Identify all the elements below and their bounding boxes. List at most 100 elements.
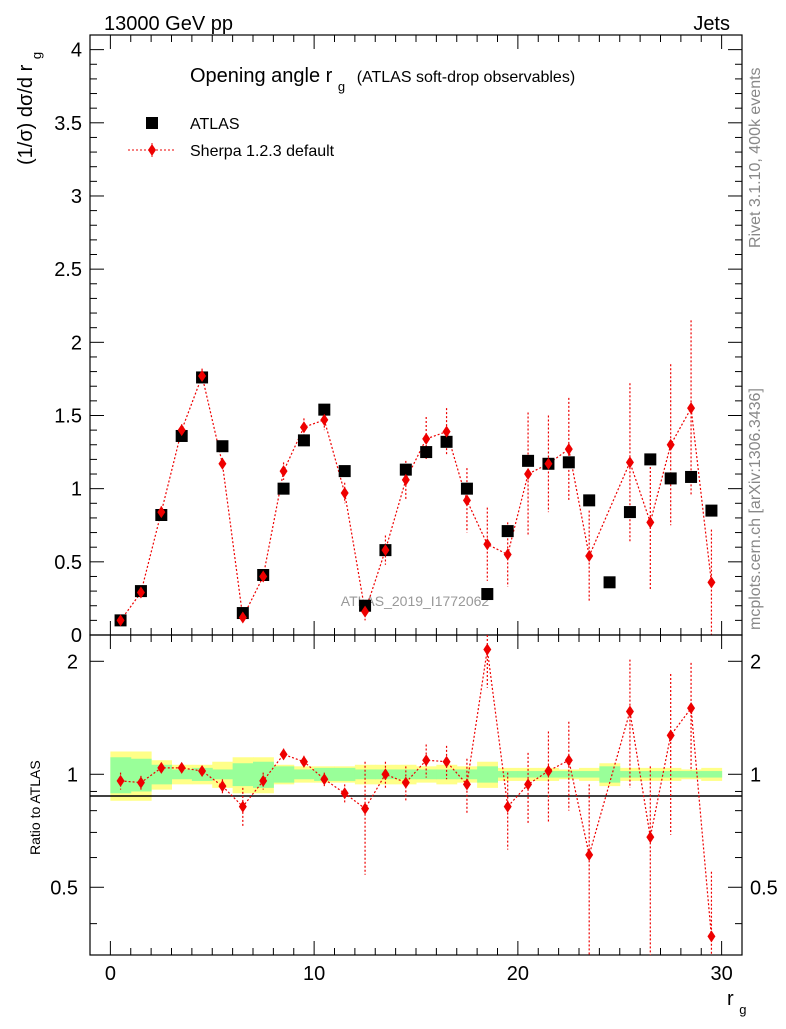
top-ytick-label: 2.5	[54, 259, 82, 281]
ratio-ytick-label: 2	[67, 651, 78, 673]
ratio-data-point	[198, 765, 207, 778]
mc-data-point	[177, 424, 186, 437]
uncertainty-band-inner	[212, 769, 234, 780]
mc-data-point	[422, 432, 431, 445]
ratio-data-point	[116, 774, 125, 787]
header-jets-label: Jets	[693, 13, 730, 35]
ratio-data-point	[136, 776, 145, 789]
atlas-data-point	[583, 494, 596, 507]
atlas-data-point	[644, 453, 657, 466]
ratio-data-point	[259, 774, 268, 787]
atlas-data-point	[338, 465, 351, 478]
header-energy-label: 13000 GeV pp	[104, 13, 233, 35]
mc-data-point	[707, 576, 716, 589]
xtick-label: 20	[507, 963, 529, 985]
ratio-data-point	[585, 848, 594, 861]
uncertainty-band-inner	[130, 758, 152, 792]
atlas-data-point	[297, 434, 310, 447]
ratio-ytick-label: 0.5	[50, 877, 78, 899]
ratio-data-point	[524, 778, 533, 791]
mc-data-point	[625, 456, 634, 469]
atlas-data-point	[277, 482, 290, 495]
ratio-data-point	[462, 778, 471, 791]
xtick-label: 0	[105, 963, 116, 985]
atlas-data-point	[399, 463, 412, 476]
atlas-data-point	[562, 456, 575, 469]
top-ylabel-sub: g	[29, 52, 44, 59]
top-ytick-label: 0.5	[54, 552, 82, 574]
top-ylabel: (1/σ) dσ/d r g	[15, 52, 44, 165]
atlas-data-point	[216, 440, 229, 453]
uncertainty-band-inner	[599, 766, 621, 783]
uncertainty-band-inner	[680, 771, 702, 778]
mc-data-point	[442, 425, 451, 438]
mc-data-point	[646, 516, 655, 529]
atlas-data-point	[603, 576, 616, 589]
mc-data-point	[340, 487, 349, 500]
ratio-ytick-label-right: 0.5	[750, 877, 778, 899]
mc-data-point	[259, 570, 268, 583]
xlabel-sub: g	[739, 1002, 746, 1017]
uncertainty-band-inner	[701, 771, 723, 778]
top-ylabel-main: (1/σ) dσ/d r	[15, 64, 37, 165]
atlas-data-point	[440, 435, 453, 448]
atlas-data-point	[501, 525, 514, 538]
plot-title-sub: g	[338, 79, 345, 94]
atlas-data-point	[685, 470, 698, 483]
mc-data-point	[136, 586, 145, 599]
ratio-data-point	[687, 702, 696, 715]
ratio-data-point	[442, 755, 451, 768]
uncertainty-band-inner	[640, 771, 661, 778]
mc-data-point	[218, 457, 227, 470]
ratio-series-line	[120, 649, 712, 937]
ratio-data-point	[401, 776, 410, 789]
mc-data-point	[524, 468, 533, 481]
ratio-ylabel: Ratio to ATLAS	[27, 760, 43, 855]
mc-data-point	[320, 413, 329, 426]
mc-data-point	[462, 494, 471, 507]
ratio-data-point	[361, 802, 370, 815]
atlas-data-point	[522, 454, 535, 467]
legend-data-label: ATLAS	[190, 116, 240, 133]
top-ytick-label: 3	[71, 186, 82, 208]
legend-mc-label: Sherpa 1.2.3 default	[190, 143, 335, 160]
plot-title-suffix: (ATLAS soft-drop observables)	[357, 69, 575, 86]
ratio-data-point	[544, 765, 553, 778]
uncertainty-band-inner	[456, 769, 478, 780]
xlabel-main: r	[727, 988, 734, 1010]
atlas-data-point	[623, 506, 636, 519]
mc-data-point	[116, 614, 125, 627]
ratio-data-point	[279, 748, 288, 761]
ratio-data-point	[238, 800, 247, 813]
mc-data-point	[198, 369, 207, 382]
mc-data-point	[401, 473, 410, 486]
atlas-data-point	[420, 446, 433, 459]
mc-data-point	[564, 443, 573, 456]
ratio-data-point	[422, 754, 431, 767]
plot-title-main: Opening angle r	[190, 65, 333, 87]
uncertainty-band-inner	[293, 769, 315, 780]
top-ytick-label: 4	[71, 40, 82, 62]
main-plot-panel: 0 0.5 1 1.5 2 2.5 3 3.5 4 ATLAS_2019_I1772062 Op…	[15, 34, 743, 647]
ratio-data-point	[666, 729, 675, 742]
legend: ATLAS Sherpa 1.2.3 default	[128, 116, 335, 160]
ratio-data-point	[707, 930, 716, 943]
mc-data-point	[361, 605, 370, 618]
top-ytick-label: 0	[71, 625, 82, 647]
ratio-data-point	[157, 761, 166, 774]
mc-data-point	[299, 421, 308, 434]
ratio-data-point	[218, 780, 227, 793]
uncertainty-band-inner	[477, 766, 498, 783]
ratio-data-point	[381, 768, 390, 781]
ratio-data-point	[625, 705, 634, 718]
mc-data-point	[381, 544, 390, 557]
atlas-data-point	[318, 403, 331, 416]
uncertainty-band-inner	[273, 766, 295, 783]
ratio-plot-frame	[89, 634, 743, 956]
ratio-ytick-label-right: 1	[750, 764, 761, 786]
main-plot-frame	[89, 34, 743, 636]
uncertainty-band-inner	[253, 761, 274, 788]
xtick-label: 30	[711, 963, 733, 985]
top-ytick-label: 1.5	[54, 405, 82, 427]
